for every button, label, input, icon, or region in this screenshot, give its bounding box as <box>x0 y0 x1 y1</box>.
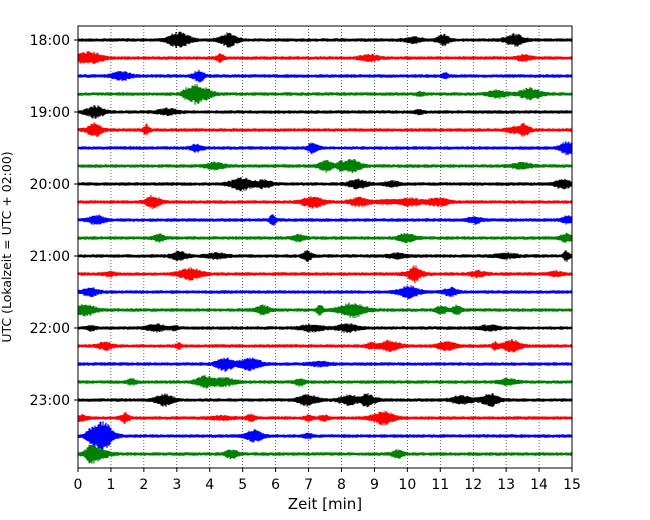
y-tick-label: 20:00 <box>30 177 70 193</box>
y-tick-label: 22:00 <box>30 321 70 337</box>
x-tick-label: 7 <box>304 477 313 493</box>
trace-2200 <box>77 323 573 334</box>
x-tick-label: 6 <box>271 477 280 493</box>
trace-1830 <box>77 69 573 83</box>
trace-2015 <box>77 194 573 210</box>
trace-1815 <box>77 51 573 64</box>
trace-2115 <box>77 265 573 284</box>
trace-1915 <box>77 122 573 137</box>
trace-2345 <box>77 444 573 464</box>
trace-1845 <box>77 83 573 105</box>
trace-2300 <box>77 393 573 408</box>
trace-1930 <box>77 141 573 156</box>
x-tick-label: 15 <box>563 477 581 493</box>
trace-2100 <box>77 250 573 262</box>
trace-2145 <box>77 302 573 319</box>
x-axis-label: Zeit [min] <box>288 495 362 513</box>
y-tick-label: 19:00 <box>30 105 70 121</box>
x-tick-label: 1 <box>106 477 115 493</box>
trace-2000 <box>77 177 573 192</box>
trace-2030 <box>77 214 573 226</box>
x-tick-label: 14 <box>530 477 548 493</box>
trace-2045 <box>77 232 573 244</box>
x-tick-label: 5 <box>238 477 247 493</box>
x-tick-label: 2 <box>139 477 148 493</box>
y-axis: 18:00 19:00 20:00 21:00 22:00 23:00 <box>30 33 78 409</box>
y-tick-label: 21:00 <box>30 249 70 265</box>
trace-1800 <box>77 31 573 49</box>
x-tick-label: 3 <box>172 477 181 493</box>
y-tick-label: 18:00 <box>30 33 70 49</box>
y-axis-label: UTC (Lokalzeit = UTC + 02:00) <box>0 151 14 342</box>
trace-2230 <box>77 357 573 372</box>
trace-2315 <box>77 410 573 426</box>
trace-1945 <box>77 159 573 173</box>
trace-2130 <box>77 285 573 300</box>
x-tick-label: 9 <box>370 477 379 493</box>
trace-2215 <box>77 338 573 353</box>
trace-1900 <box>77 105 573 119</box>
x-tick-label: 8 <box>337 477 346 493</box>
trace-2245 <box>77 375 573 389</box>
x-tick-label: 4 <box>205 477 214 493</box>
trace-2330 <box>77 421 573 450</box>
x-tick-label: 12 <box>464 477 482 493</box>
x-tick-label: 13 <box>497 477 515 493</box>
x-tick-label: 0 <box>74 477 83 493</box>
x-tick-label: 10 <box>398 477 416 493</box>
plot-frame <box>77 25 573 469</box>
x-tick-label: 11 <box>431 477 449 493</box>
x-axis: 0 1 2 3 4 5 6 7 8 9 10 11 12 13 14 15 <box>74 468 581 493</box>
y-tick-label: 23:00 <box>30 393 70 409</box>
trace-group <box>77 31 573 464</box>
